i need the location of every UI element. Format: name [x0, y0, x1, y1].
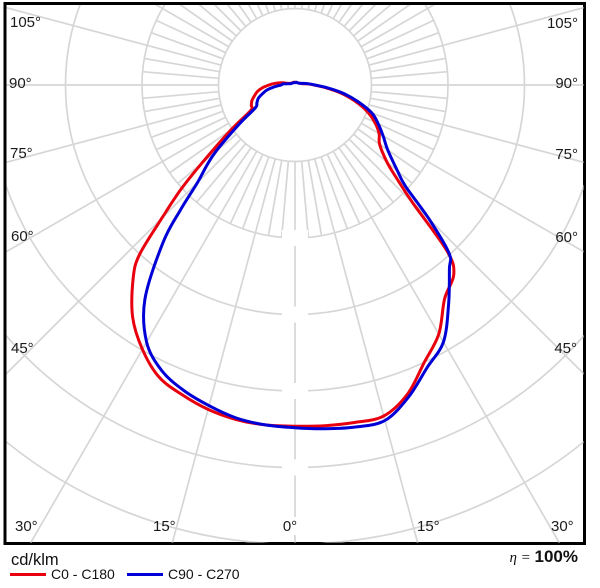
grid-radial-minor [150, 110, 224, 139]
grid-radial-minor [237, 5, 252, 23]
grid-radial-minor [280, 161, 290, 238]
grid-radial-minor [307, 160, 323, 236]
grid-radial-minor [267, 160, 283, 236]
grid-radial-minor [338, 5, 353, 23]
unit-label: cd/klm [11, 551, 59, 569]
legend: C0 - C180 C90 - C270 [10, 566, 240, 582]
angle-label: 60° [555, 229, 578, 246]
grid-radial-minor [363, 19, 435, 54]
angle-label: 15° [417, 518, 440, 535]
grid-radial-minor [241, 156, 270, 230]
angle-label: 105° [10, 14, 41, 31]
grid-radial-minor [142, 70, 219, 80]
ring-label-gap [282, 459, 308, 476]
grid-radial-minor [343, 5, 364, 27]
grid-radial-minor [353, 5, 392, 37]
grid-radial-major [348, 138, 584, 375]
grid-radial-minor [357, 5, 411, 42]
ring-label-gap [282, 230, 308, 246]
grid-radial-minor [169, 128, 233, 174]
angle-label: 60° [11, 228, 34, 245]
grid-radial-minor [343, 143, 394, 203]
grid-radial-minor [226, 5, 247, 27]
grid-radial-major [332, 150, 561, 543]
grid-radial-major [171, 158, 277, 543]
angle-label: 105° [547, 15, 578, 32]
grid-radial-minor [370, 97, 446, 113]
angle-label: 45° [11, 340, 34, 357]
angle-label: 0° [283, 518, 297, 535]
legend-label-c90-c270: C90 - C270 [168, 566, 240, 582]
grid-radial-major [6, 122, 230, 253]
angle-label: 75° [555, 146, 578, 163]
grid-radial-major [6, 6, 222, 67]
grid-radial-minor [155, 116, 227, 151]
grid-radial-minor [196, 143, 247, 203]
grid-radial-minor [353, 133, 413, 184]
grid-radial-major [313, 158, 419, 543]
grid-radial-minor [370, 57, 446, 73]
angle-label: 30° [15, 518, 38, 535]
angle-label: 75° [10, 145, 33, 162]
grid-radial-minor [229, 153, 264, 225]
grid-radial-major [6, 138, 242, 375]
curve-C90-C270 [142, 80, 453, 431]
grid-radial-minor [371, 90, 448, 100]
grid-radial-minor [142, 90, 219, 100]
grid-radial-minor [206, 147, 252, 211]
ring-label-gap [282, 383, 308, 399]
grid-radial-minor [371, 70, 448, 80]
grid-radial-minor [320, 156, 349, 230]
grid-radial-minor [366, 31, 440, 60]
grid-radial-minor [179, 5, 233, 42]
angle-label: 30° [551, 518, 574, 535]
angle-labels: 105° 90° 75° 60° 45° 30° 15° 0° 15° 30° 105° 90° 75°… [9, 14, 578, 535]
angle-label: 45° [554, 340, 577, 357]
angle-label: 90° [9, 75, 32, 92]
grid-radial-major [368, 6, 584, 67]
ring-label-gap [282, 306, 308, 323]
grid-radial-minor [326, 153, 361, 225]
grid-radial-minor [150, 31, 224, 60]
efficiency-value: η = 100% [509, 547, 578, 566]
angle-label-bg [277, 517, 303, 535]
grid-radial-major [368, 103, 584, 164]
grid-radial-major [29, 150, 258, 543]
grid-radial-major [360, 122, 584, 253]
grid-radial-minor [198, 5, 237, 37]
angle-label: 90° [555, 75, 578, 92]
grid-radial-minor [338, 147, 384, 211]
angle-label: 15° [153, 518, 176, 535]
grid-radial-minor [155, 19, 227, 54]
grid-radial-minor [300, 161, 310, 238]
legend-label-c0-c180: C0 - C180 [51, 566, 115, 582]
grid-radial-minor [144, 97, 220, 113]
intensity-curves [130, 80, 456, 431]
grid-radial-minor [366, 110, 440, 139]
grid-radial-major [6, 103, 222, 164]
grid-radial-minor [144, 57, 220, 73]
